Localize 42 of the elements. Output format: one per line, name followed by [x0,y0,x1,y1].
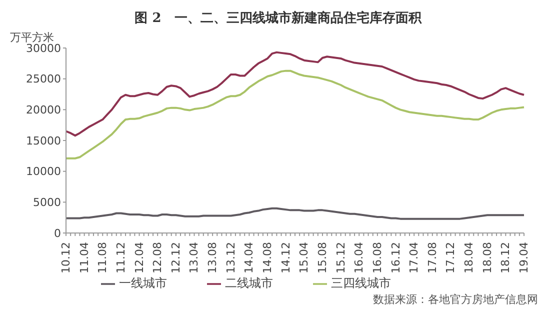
line-series [65,207,525,220]
source-note: 数据来源：各地官方房地产信息网 [372,292,539,307]
line-series [65,70,525,160]
x-tick-label: 13.08 [206,242,220,274]
x-tick-label: 17.04 [408,242,421,274]
y-axis-title: 万平方米 [10,30,54,44]
x-tick-label: 11.04 [78,242,91,274]
chart-title: 图 2 一、二、三四线城市新建商品住宅库存面积 [134,10,423,28]
x-tick-label: 16.04 [352,242,366,274]
x-tick-label: 16.12 [389,242,402,274]
x-tick-label: 18.08 [480,242,494,274]
x-tick-label: 14.04 [242,242,256,274]
y-tick-label: 15000 [26,134,61,148]
y-tick-label: 10000 [26,165,61,178]
y-tick-label: 5000 [33,196,61,210]
x-tick-label: 17.12 [444,242,458,274]
x-tick-label: 14.08 [261,242,274,274]
y-tick-label: 20000 [26,104,61,117]
x-tick-label: 11.08 [96,242,110,274]
x-tick-label: 15.08 [316,242,329,274]
y-tick-label: 25000 [26,72,61,86]
x-tick-label: 12.04 [132,242,146,274]
x-tick-label: 19.04 [518,242,530,274]
legend-label: 一线城市 [119,276,167,290]
y-tick-label: 30000 [26,42,61,55]
x-tick-label: 18.12 [499,242,512,274]
x-tick-label: 15.12 [334,242,348,274]
line-series [65,51,525,137]
x-tick-label: 13.04 [188,242,201,274]
x-tick-label: 12.08 [151,242,164,274]
x-tick-label: 15.04 [298,242,311,274]
x-tick-label: 12.12 [169,242,182,274]
x-tick-label: 16.08 [370,242,384,274]
legend-label: 二线城市 [225,276,273,290]
x-tick-label: 14.12 [279,242,292,274]
x-tick-label: 18.04 [462,242,476,274]
x-tick-label: 17.08 [426,242,439,274]
x-tick-label: 11.12 [114,242,128,274]
legend-label: 三四线城市 [331,276,391,290]
x-tick-label: 10.12 [60,242,72,274]
y-tick-label: 0 [54,226,61,240]
x-tick-label: 13.12 [224,242,238,274]
